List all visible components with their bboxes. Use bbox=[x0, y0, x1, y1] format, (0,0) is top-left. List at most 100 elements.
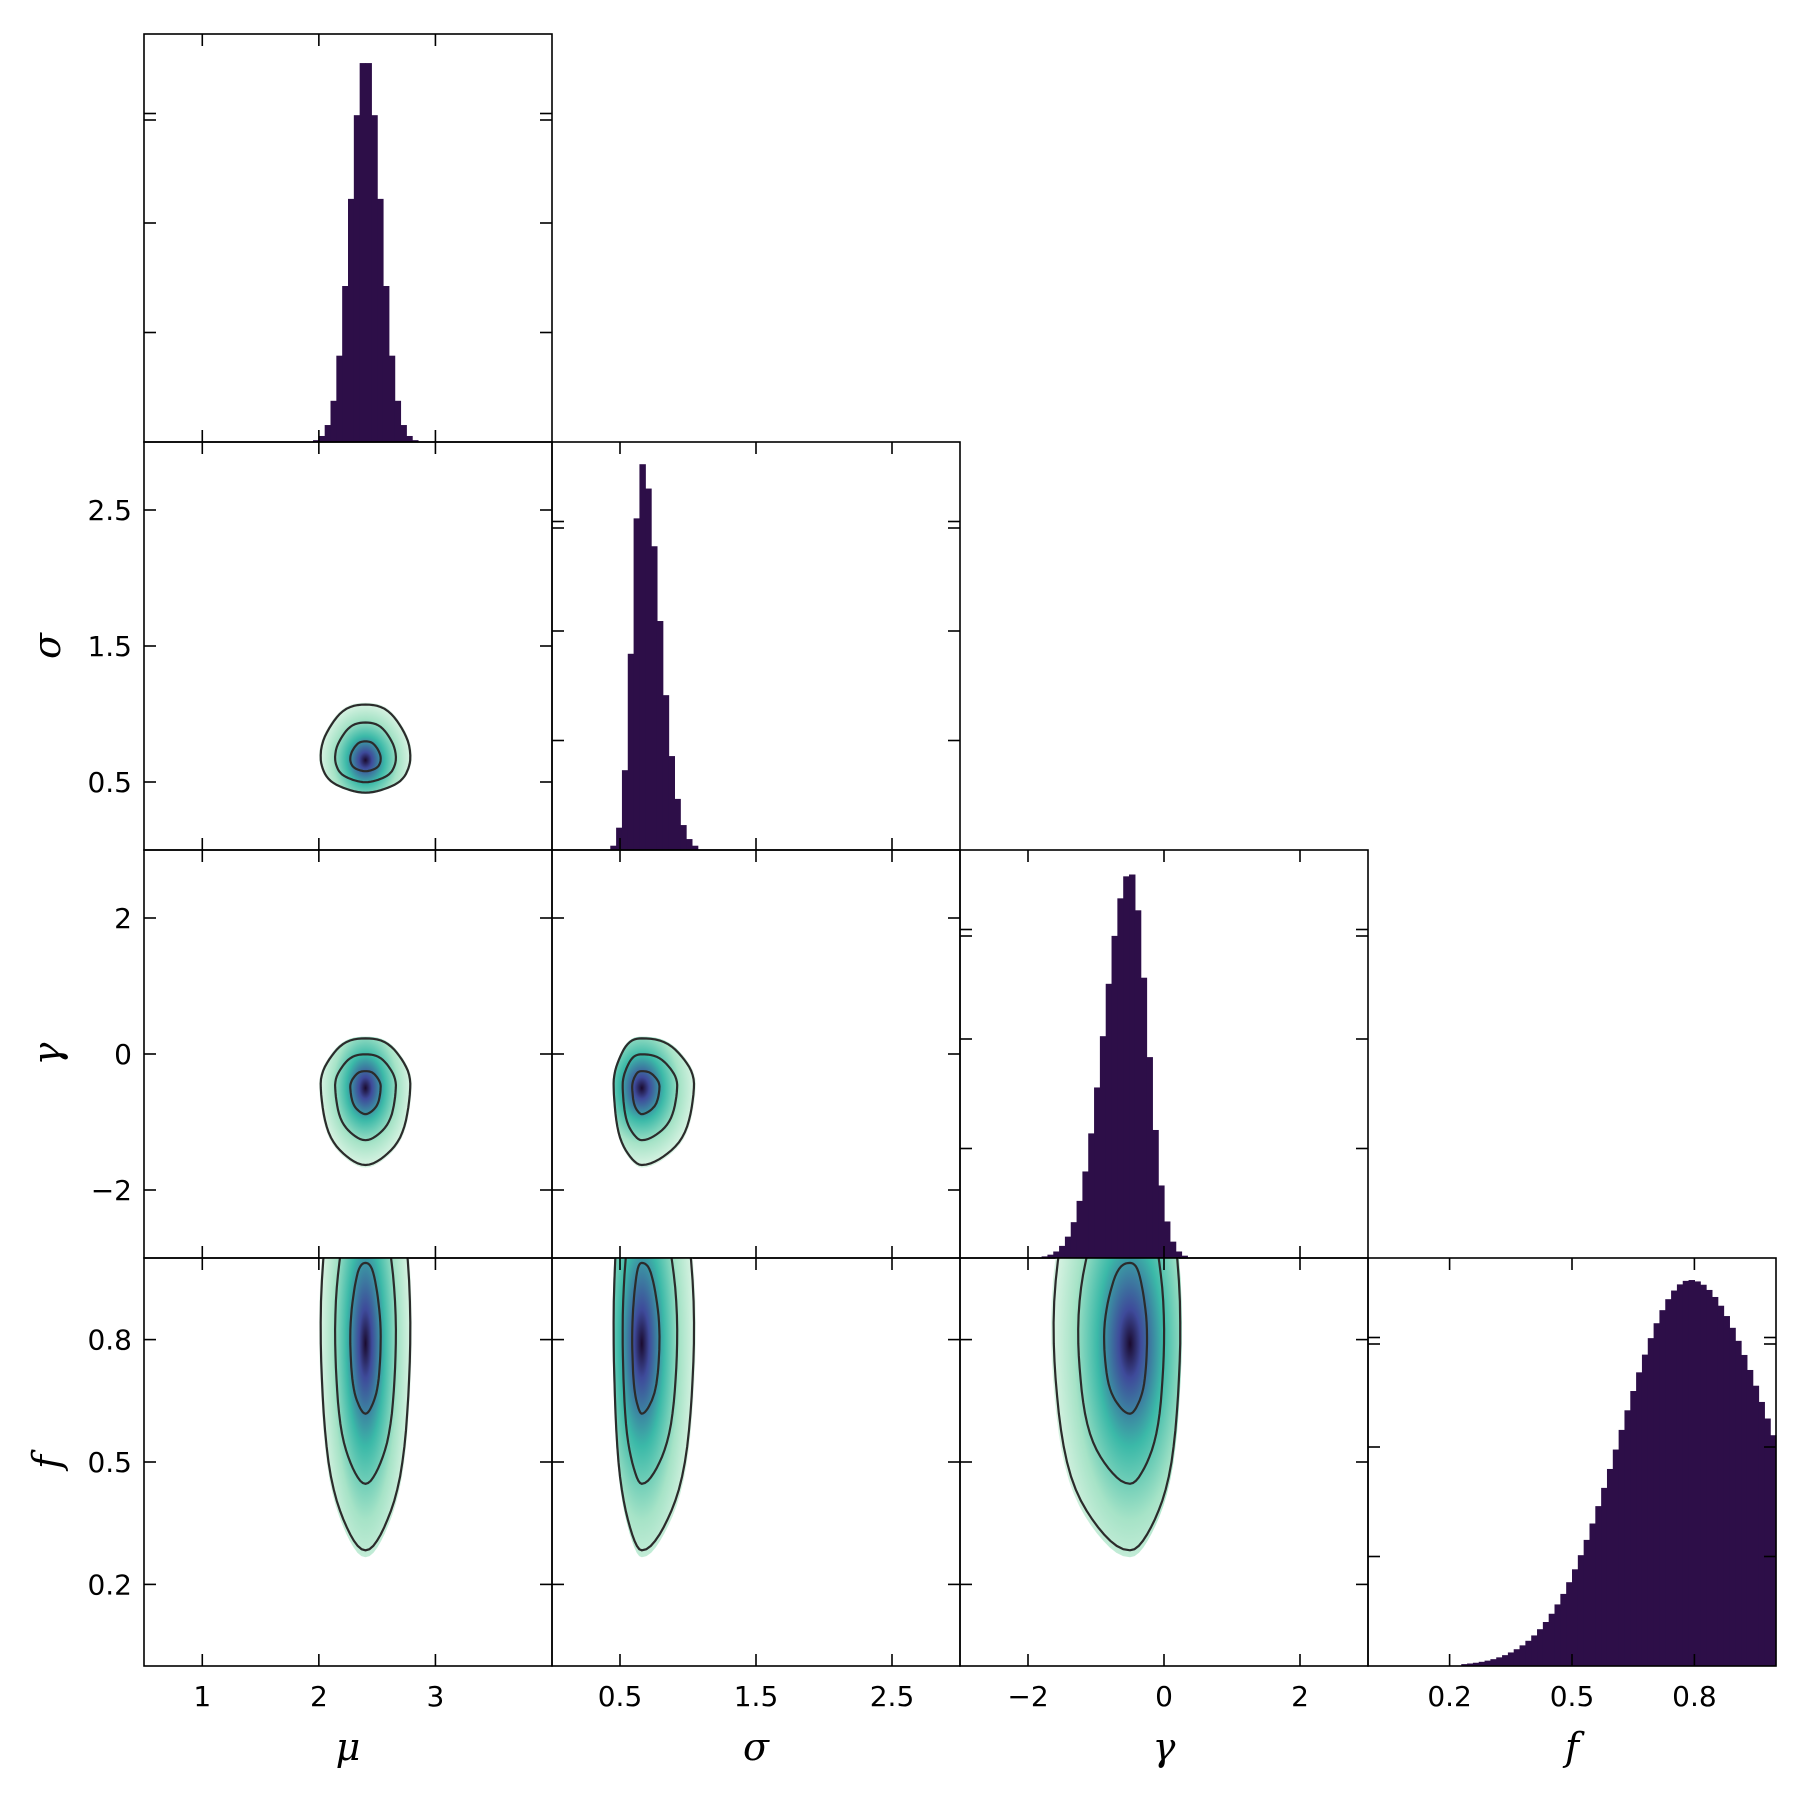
y-tick-label: 0 bbox=[114, 1038, 132, 1071]
histogram-bar bbox=[313, 440, 320, 442]
histogram-bar bbox=[639, 464, 646, 850]
histogram-bar bbox=[1117, 898, 1124, 1258]
histogram-bar bbox=[1583, 1539, 1591, 1666]
histogram-bar bbox=[1612, 1449, 1620, 1666]
contour-line-3sigma bbox=[612, 1258, 696, 1552]
histogram-bar bbox=[1105, 983, 1113, 1258]
histogram-bar bbox=[1088, 1133, 1095, 1258]
histogram-bar bbox=[1175, 1251, 1183, 1258]
histogram-bar bbox=[1490, 1659, 1497, 1666]
histogram-bar bbox=[1717, 1305, 1725, 1666]
density-fill bbox=[319, 1036, 412, 1168]
histogram-bar bbox=[1653, 1323, 1661, 1666]
y-tick-label: 0.8 bbox=[87, 1324, 132, 1357]
histogram-bar bbox=[1169, 1241, 1177, 1258]
histogram-bar bbox=[1467, 1663, 1474, 1666]
histogram-bar bbox=[1478, 1661, 1486, 1666]
density-region bbox=[319, 1258, 412, 1558]
panel-sigma-vs-mu bbox=[143, 441, 553, 851]
histogram-bar bbox=[1496, 1657, 1503, 1666]
histogram-bar bbox=[412, 440, 419, 442]
y-tick-label: 0.2 bbox=[87, 1568, 132, 1601]
x-axis-label-sigma: σ bbox=[743, 1725, 770, 1769]
histogram-bar bbox=[1041, 1256, 1049, 1258]
y-tick-label: 0.5 bbox=[87, 766, 132, 799]
histogram-bar bbox=[1618, 1429, 1626, 1666]
histogram-bar bbox=[1706, 1289, 1713, 1666]
histogram-bar bbox=[1723, 1316, 1730, 1666]
panel-frame bbox=[551, 441, 961, 851]
histogram-bar bbox=[1647, 1338, 1655, 1666]
histogram-bar bbox=[621, 770, 629, 850]
density-fill bbox=[319, 702, 412, 794]
panel-frame bbox=[551, 849, 961, 1259]
density-region bbox=[612, 1036, 696, 1168]
histogram-bar bbox=[330, 400, 337, 442]
y-axis-label-sigma: σ bbox=[25, 632, 69, 659]
histogram-bar bbox=[1577, 1555, 1585, 1666]
x-tick-label: −2 bbox=[1007, 1680, 1048, 1713]
panel-f-vs-f bbox=[1367, 1257, 1777, 1667]
x-tick-label: 0.5 bbox=[1550, 1680, 1595, 1713]
histogram-bar bbox=[1694, 1281, 1701, 1666]
contour-line-1sigma bbox=[631, 1070, 661, 1116]
histogram-bar bbox=[1525, 1640, 1532, 1666]
histogram-bar bbox=[1123, 876, 1130, 1258]
histogram-bar bbox=[324, 425, 332, 442]
x-axis-label-mu: μ bbox=[336, 1725, 361, 1769]
x-tick-label: 2 bbox=[310, 1680, 328, 1713]
contour-line-2sigma bbox=[621, 1053, 679, 1142]
histogram-bar bbox=[1636, 1372, 1643, 1666]
histogram-bar bbox=[1472, 1662, 1480, 1666]
histogram-bar bbox=[1688, 1280, 1695, 1666]
density-region bbox=[1051, 1258, 1182, 1558]
histogram-bar bbox=[353, 115, 361, 443]
histogram-bar bbox=[668, 756, 675, 850]
histogram-bar bbox=[1140, 977, 1148, 1258]
density-fill bbox=[1051, 1258, 1182, 1558]
histogram-bar bbox=[1152, 1129, 1159, 1258]
histogram-bar bbox=[1711, 1296, 1719, 1666]
contour-line-2sigma bbox=[333, 721, 398, 784]
contour-line-3sigma bbox=[1052, 1258, 1182, 1552]
histogram-bar bbox=[1519, 1645, 1526, 1666]
contour-line-2sigma bbox=[333, 1258, 398, 1485]
histogram-bar bbox=[674, 798, 681, 850]
y-tick-label: −2 bbox=[91, 1174, 132, 1207]
panel-gamma-vs-mu bbox=[143, 849, 553, 1259]
histogram-bar bbox=[1641, 1354, 1649, 1666]
contour-line-3sigma bbox=[319, 1258, 412, 1552]
histogram-bar bbox=[1566, 1582, 1573, 1666]
histogram-bar bbox=[1671, 1290, 1678, 1666]
histogram-bar bbox=[1542, 1622, 1550, 1666]
contour-line-3sigma bbox=[319, 1037, 412, 1167]
y-tick-label: 0.5 bbox=[87, 1446, 132, 1479]
histogram-bar bbox=[1111, 935, 1118, 1258]
y-tick-label: 2 bbox=[114, 902, 132, 935]
histogram-bar bbox=[627, 653, 635, 850]
histogram-bar bbox=[1164, 1221, 1171, 1258]
contour-line-2sigma bbox=[621, 1258, 679, 1485]
contour-line-1sigma bbox=[631, 1261, 661, 1415]
x-tick-label: 0 bbox=[1155, 1680, 1173, 1713]
histogram-bar bbox=[1507, 1652, 1515, 1666]
y-tick-label: 1.5 bbox=[87, 630, 132, 663]
histogram-bar bbox=[1595, 1506, 1602, 1666]
histogram-bar bbox=[1146, 1057, 1153, 1258]
histogram-bar bbox=[1729, 1327, 1736, 1666]
histogram-bar bbox=[406, 435, 413, 442]
density-fill bbox=[319, 1258, 412, 1558]
y-tick-label: 2.5 bbox=[87, 494, 132, 527]
histogram-bar bbox=[656, 621, 664, 850]
histogram-bar bbox=[1076, 1200, 1083, 1258]
panel-f-vs-sigma bbox=[551, 1257, 961, 1667]
histogram-bar bbox=[1129, 874, 1136, 1258]
histogram-bar bbox=[686, 839, 693, 850]
histogram-bar bbox=[1134, 910, 1142, 1258]
x-tick-label: 0.8 bbox=[1672, 1680, 1717, 1713]
histogram-bar bbox=[662, 695, 670, 850]
x-tick-label: 0.5 bbox=[598, 1680, 643, 1713]
histogram-bar bbox=[1094, 1087, 1101, 1258]
histogram-bar bbox=[377, 198, 384, 442]
